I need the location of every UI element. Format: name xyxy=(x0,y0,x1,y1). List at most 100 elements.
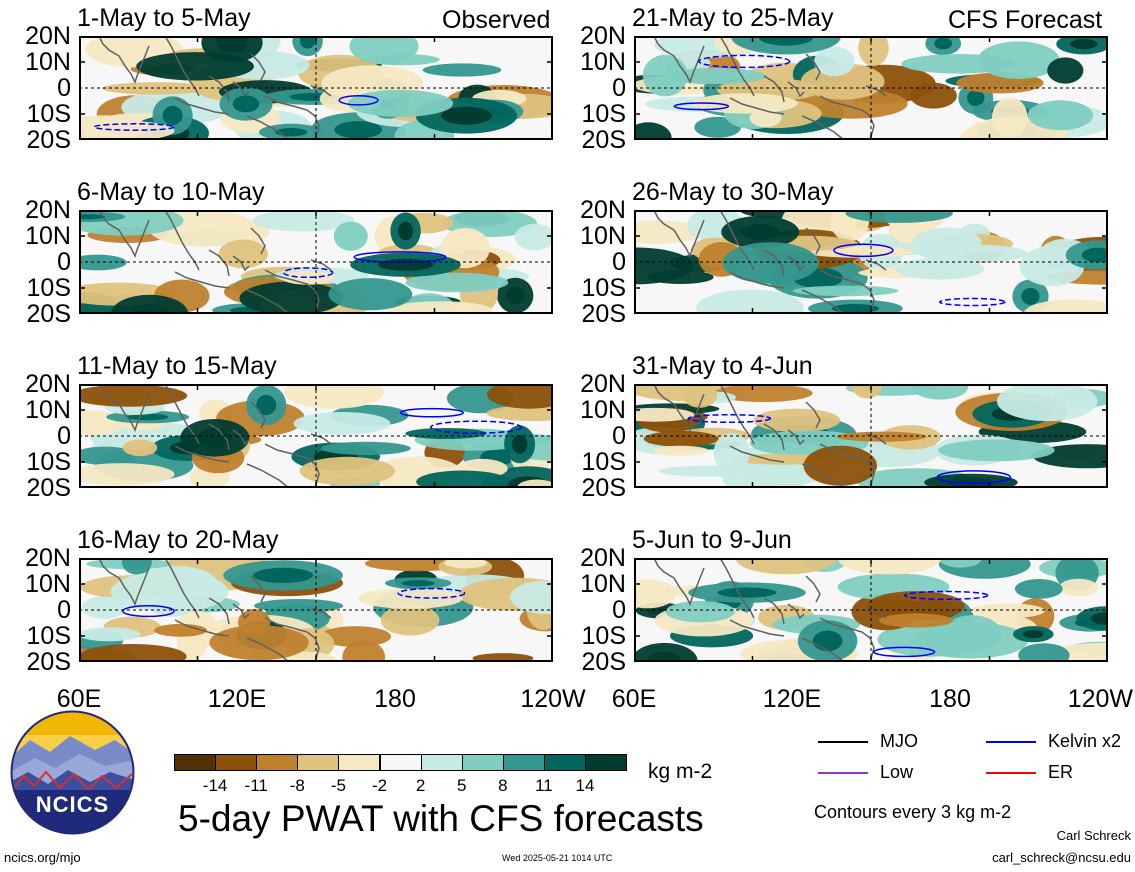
colorbar-tick-label: 5 xyxy=(456,776,467,795)
coastline xyxy=(865,433,887,445)
coastline xyxy=(264,269,320,314)
kelvin-contour xyxy=(122,605,175,618)
panel-frame xyxy=(79,210,553,314)
y-tick-label: 10N xyxy=(25,396,71,424)
coastline xyxy=(787,255,805,272)
pwat-anomaly-blob xyxy=(901,54,1016,74)
pwat-anomaly-core xyxy=(130,304,169,314)
x-tick-label: 180 xyxy=(929,685,971,713)
pwat-anomaly-blob xyxy=(634,407,695,422)
kelvin-contour xyxy=(353,251,447,264)
ncics-logo: NCICS xyxy=(10,710,135,835)
coastline xyxy=(264,95,320,140)
pwat-anomaly-blob xyxy=(405,272,509,293)
pwat-anomaly-blob xyxy=(136,52,254,81)
coastline xyxy=(232,255,250,272)
coastline xyxy=(232,81,250,98)
heatmap-panel xyxy=(634,210,1108,314)
pwat-anomaly-core xyxy=(197,428,232,448)
pwat-anomaly-blob xyxy=(1027,100,1094,131)
pwat-anomaly-blob xyxy=(237,609,271,636)
coastline xyxy=(250,401,266,429)
coastline xyxy=(174,271,230,289)
coastline xyxy=(801,115,845,140)
pwat-anomaly-core xyxy=(334,121,382,139)
y-tick-label: 20S xyxy=(26,648,71,676)
legend-line-low xyxy=(818,772,868,774)
y-tick-label: 10S xyxy=(26,100,71,128)
pwat-anomaly-blob xyxy=(486,405,553,421)
coastline xyxy=(865,85,887,97)
heatmap-panel xyxy=(79,384,553,488)
y-tick-label: 20N xyxy=(25,370,71,398)
pwat-anomaly-blob xyxy=(319,626,392,647)
footer-url: ncics.org/mjo xyxy=(4,850,81,865)
coastline xyxy=(805,227,821,255)
colorbar-swatch xyxy=(379,754,422,771)
coastline xyxy=(98,36,150,84)
colorbar-tick-label: 11 xyxy=(535,776,553,795)
pwat-anomaly-blob xyxy=(939,558,982,568)
pwat-anomaly-blob xyxy=(652,445,709,456)
pwat-anomaly-blob xyxy=(514,223,553,251)
coastline xyxy=(653,384,705,432)
y-tick-label: 20N xyxy=(580,22,626,50)
pwat-anomaly-blob xyxy=(239,281,343,314)
pwat-anomaly-blob xyxy=(1059,578,1098,597)
y-tick-label: 10S xyxy=(26,622,71,650)
pwat-anomaly-blob xyxy=(79,644,187,662)
pwat-anomaly-blob xyxy=(912,384,968,400)
pwat-anomaly-blob xyxy=(938,439,1055,462)
pwat-anomaly-blob xyxy=(349,36,419,65)
coastline xyxy=(264,617,320,662)
coastline xyxy=(250,575,266,603)
column-tag: Observed xyxy=(442,6,551,34)
y-tick-label: 10S xyxy=(26,274,71,302)
coastline xyxy=(801,463,845,488)
panel-frame xyxy=(634,36,1108,140)
pwat-anomaly-blob xyxy=(218,239,268,269)
kelvin-contour xyxy=(903,590,989,601)
legend-label: Low xyxy=(880,762,914,782)
coastline xyxy=(729,271,785,289)
y-tick-label: 20S xyxy=(26,474,71,502)
pwat-anomaly-blob xyxy=(713,433,750,472)
pwat-anomaly-blob xyxy=(284,384,384,409)
x-tick-label: 120E xyxy=(207,685,267,713)
colorbar-tick-label: 8 xyxy=(498,776,508,795)
pwat-anomaly-blob xyxy=(996,384,1098,422)
x-tick-label: 120E xyxy=(762,685,822,713)
panel-frame xyxy=(79,36,553,140)
heatmap-panel xyxy=(79,210,553,314)
coastline xyxy=(208,597,230,625)
coastline xyxy=(865,259,887,271)
coastline xyxy=(819,443,875,488)
pwat-anomaly-blob xyxy=(970,603,1045,619)
coastline xyxy=(98,210,150,258)
pwat-anomaly-core xyxy=(812,630,843,652)
colorbar-units: kg m-2 xyxy=(648,760,713,783)
pwat-anomaly-blob xyxy=(792,285,899,297)
y-tick-label: 20N xyxy=(580,544,626,572)
pwat-anomaly-blob xyxy=(658,465,770,477)
kelvin-contour xyxy=(698,54,791,69)
coastline xyxy=(801,637,845,662)
coastline xyxy=(232,429,250,446)
kelvin-contour xyxy=(687,413,772,424)
heatmap-panel xyxy=(634,558,1108,662)
y-tick-label: 0 xyxy=(57,248,71,276)
kelvin-contour xyxy=(873,646,936,658)
coastline xyxy=(805,401,821,429)
pwat-anomaly-core xyxy=(947,478,995,487)
panel-frame xyxy=(634,210,1108,314)
x-tick-label: 120W xyxy=(520,685,586,713)
pwat-anomaly-blob xyxy=(79,115,148,140)
pwat-anomaly-blob xyxy=(682,384,718,408)
y-tick-label: 20S xyxy=(581,126,626,154)
legend-label: ER xyxy=(1048,762,1074,782)
x-tick-label: 180 xyxy=(374,685,416,713)
coastline xyxy=(787,603,805,620)
logo-icon xyxy=(10,710,135,835)
pwat-anomaly-blob xyxy=(510,580,553,615)
panel-title: 1-May to 5-May xyxy=(77,4,251,32)
